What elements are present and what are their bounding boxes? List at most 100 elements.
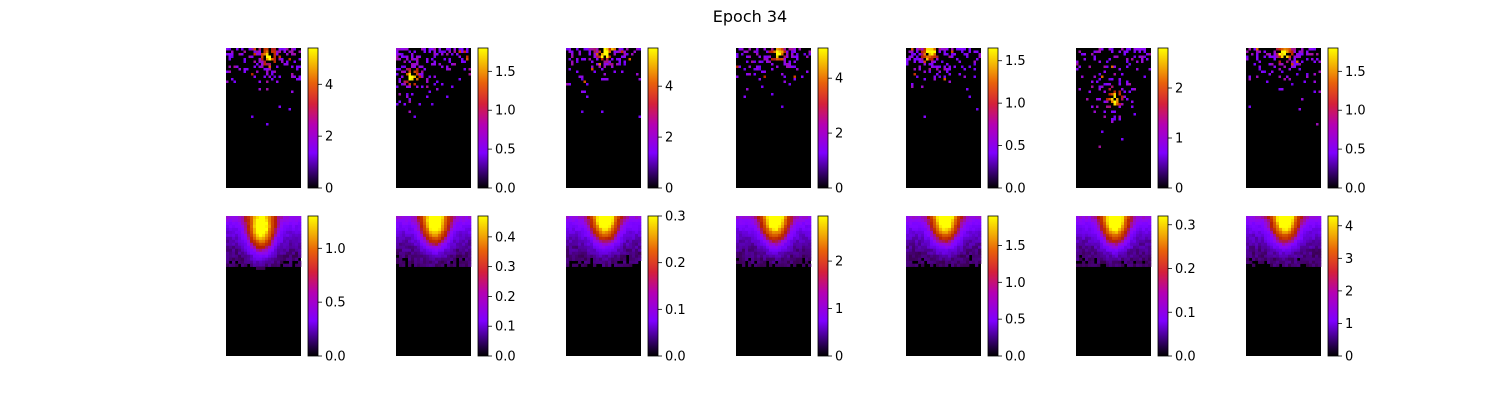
heatmap-cell bbox=[426, 257, 430, 261]
heatmap-cell bbox=[411, 216, 415, 220]
heatmap-cell bbox=[273, 48, 276, 51]
heatmap-cell bbox=[581, 58, 584, 61]
heatmap-cell bbox=[623, 63, 626, 66]
heatmap-cell bbox=[268, 242, 272, 247]
heatmap-cell bbox=[258, 60, 261, 63]
heatmap-cell bbox=[961, 50, 964, 53]
heatmap-cell bbox=[973, 50, 976, 53]
heatmap-cell bbox=[1076, 257, 1080, 261]
heatmap-cell bbox=[1297, 233, 1301, 238]
heatmap-cell bbox=[754, 242, 758, 247]
heatmap-cell bbox=[942, 254, 946, 258]
heatmap-cell bbox=[1079, 236, 1083, 241]
heatmap-cell bbox=[241, 254, 245, 258]
heatmap-cell bbox=[1127, 251, 1131, 256]
heatmap-cell bbox=[433, 83, 436, 86]
heatmap-cell bbox=[235, 263, 239, 267]
heatmap-cell bbox=[408, 263, 412, 267]
heatmap-cell bbox=[417, 224, 421, 229]
heatmap-cell bbox=[238, 239, 242, 244]
heatmap-cell bbox=[972, 221, 976, 226]
heatmap-cell bbox=[274, 224, 278, 229]
heatmap-cell bbox=[226, 254, 230, 258]
heatmap-cell bbox=[1267, 224, 1271, 229]
heatmap-cell bbox=[401, 65, 404, 68]
heatmap-cell bbox=[1094, 221, 1098, 226]
heatmap-cell bbox=[277, 216, 281, 220]
heatmap-cell bbox=[969, 227, 973, 232]
heatmap-cell bbox=[948, 254, 952, 258]
heatmap-cell bbox=[601, 53, 604, 56]
heatmap-cell bbox=[936, 239, 940, 244]
heatmap-cell bbox=[1297, 260, 1301, 264]
heatmap-panel: 0.00.51.01.5 bbox=[906, 47, 1026, 197]
heatmap-cell bbox=[933, 233, 937, 238]
heatmap-cell bbox=[772, 233, 776, 238]
heatmap-cell bbox=[978, 53, 981, 56]
heatmap-cell bbox=[259, 260, 263, 264]
heatmap-cell bbox=[598, 50, 601, 53]
heatmap-cell bbox=[292, 216, 296, 220]
heatmap-cell bbox=[601, 58, 604, 61]
heatmap-cell bbox=[423, 230, 427, 235]
heatmap-cell bbox=[1094, 218, 1098, 223]
heatmap-cell bbox=[1288, 224, 1292, 229]
heatmap-cell bbox=[921, 242, 925, 247]
heatmap-cell bbox=[1136, 239, 1140, 244]
heatmap-cell bbox=[796, 218, 800, 223]
heatmap-cell bbox=[799, 251, 803, 256]
heatmap-cell bbox=[1103, 227, 1107, 232]
heatmap-cell bbox=[1142, 263, 1146, 267]
heatmap-cell bbox=[1076, 248, 1080, 253]
heatmap-cell bbox=[277, 230, 281, 235]
heatmap-cell bbox=[748, 73, 751, 76]
heatmap-cell bbox=[927, 218, 931, 223]
heatmap-cell bbox=[1306, 227, 1310, 232]
heatmap-cell bbox=[1116, 103, 1119, 106]
heatmap-cell bbox=[466, 58, 469, 61]
heatmap-cell bbox=[1115, 248, 1119, 253]
heatmap-cell bbox=[760, 236, 764, 241]
heatmap-cell bbox=[613, 48, 616, 51]
heatmap-cell bbox=[414, 233, 418, 238]
heatmap-cell bbox=[1270, 216, 1274, 220]
heatmap-cell bbox=[408, 224, 412, 229]
heatmap-cell bbox=[754, 233, 758, 238]
heatmap-cell bbox=[1123, 53, 1126, 56]
heatmap-cell bbox=[938, 65, 941, 68]
heatmap-cell bbox=[1106, 236, 1110, 241]
heatmap-cell bbox=[771, 48, 774, 51]
heatmap-cell bbox=[808, 221, 812, 226]
heatmap-cell bbox=[1085, 224, 1089, 229]
heatmap-cell bbox=[1133, 224, 1137, 229]
heatmap-cell bbox=[1145, 224, 1149, 229]
heatmap-cell bbox=[1097, 254, 1101, 258]
heatmap-cell bbox=[1276, 251, 1280, 256]
heatmap-cell bbox=[1126, 50, 1129, 53]
colorbar-tick-label: 0.2 bbox=[495, 290, 516, 305]
heatmap-cell bbox=[1113, 95, 1116, 98]
heatmap-cell bbox=[921, 227, 925, 232]
heatmap-cell bbox=[939, 218, 943, 223]
heatmap-cell bbox=[632, 236, 636, 241]
heatmap-cell bbox=[966, 257, 970, 261]
heatmap-cell bbox=[781, 48, 784, 51]
heatmap-cell bbox=[402, 233, 406, 238]
heatmap-cell bbox=[229, 221, 233, 226]
heatmap-cell bbox=[951, 230, 955, 235]
heatmap-cell bbox=[1261, 224, 1265, 229]
heatmap-cell bbox=[246, 68, 249, 71]
heatmap-cell bbox=[584, 242, 588, 247]
heatmap-cell bbox=[805, 260, 809, 264]
heatmap-cell bbox=[231, 50, 234, 53]
heatmap-cell bbox=[274, 254, 278, 258]
heatmap-cell bbox=[1267, 257, 1271, 261]
heatmap-cell bbox=[948, 245, 952, 250]
heatmap-cell bbox=[924, 224, 928, 229]
heatmap-cell bbox=[924, 251, 928, 256]
colorbar-tick-label: 2 bbox=[835, 255, 843, 270]
heatmap-cell bbox=[918, 216, 922, 220]
heatmap-cell bbox=[1106, 251, 1110, 256]
heatmap-cell bbox=[629, 257, 633, 261]
heatmap-cell bbox=[757, 242, 761, 247]
